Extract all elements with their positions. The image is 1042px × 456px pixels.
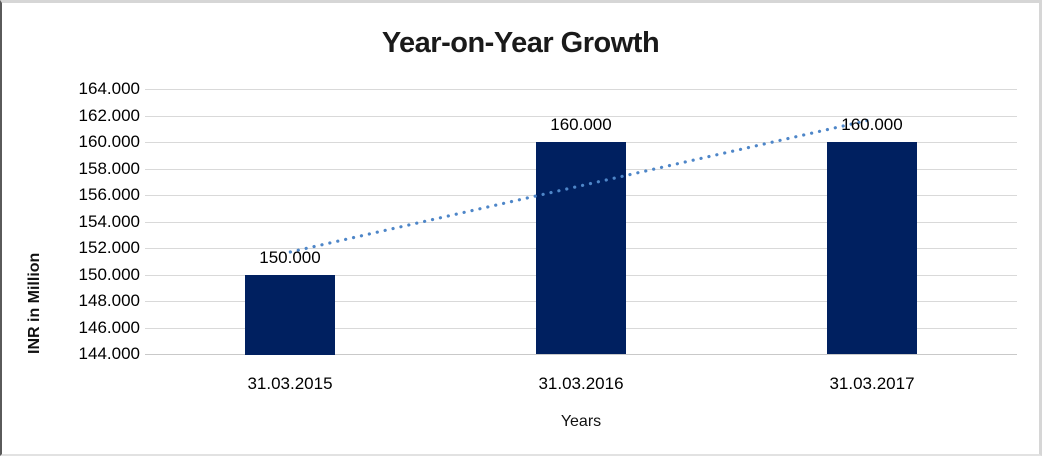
y-tick-label: 154.000 <box>78 212 140 231</box>
trendline <box>288 117 874 254</box>
bar-31.03.2016 <box>536 142 626 354</box>
y-tick-label: 158.000 <box>78 159 140 178</box>
data-label: 160.000 <box>550 115 612 134</box>
gridline <box>145 354 1017 355</box>
bar-31.03.2015 <box>245 275 335 355</box>
trendline-path <box>288 117 874 254</box>
x-tick-label: 31.03.2015 <box>247 374 333 393</box>
plot-area: 150.000 160.000 160.000 <box>145 89 1017 355</box>
y-tick-label: 156.000 <box>78 185 140 204</box>
x-axis-title: Years <box>560 413 602 430</box>
y-tick-label: 152.000 <box>78 238 140 257</box>
x-tick-label: 31.03.2017 <box>829 374 915 393</box>
y-tick-label: 144.000 <box>78 344 140 363</box>
gridline <box>145 116 1017 117</box>
y-tick-label: 146.000 <box>78 318 140 337</box>
y-tick-label: 164.000 <box>78 79 140 98</box>
data-label: 150.000 <box>259 248 321 267</box>
x-tick-label: 31.03.2016 <box>538 374 624 393</box>
data-label: 160.000 <box>841 115 903 134</box>
y-tick-label: 162.000 <box>78 106 140 125</box>
chart-title: Year-on-Year Growth <box>381 27 660 59</box>
y-tick-label: 150.000 <box>78 265 140 284</box>
gridline <box>145 89 1017 90</box>
y-tick-label: 160.000 <box>78 132 140 151</box>
bar-31.03.2017 <box>827 142 917 354</box>
y-tick-label: 148.000 <box>78 291 140 310</box>
